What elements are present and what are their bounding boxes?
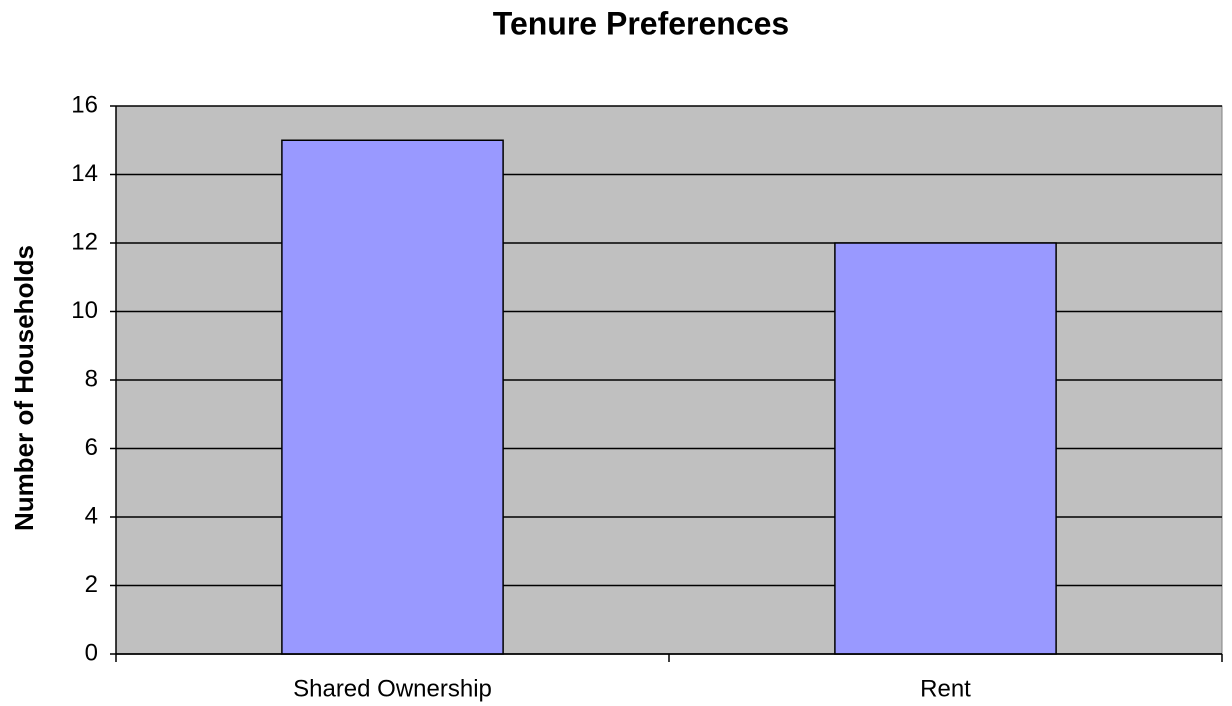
bar <box>834 242 1057 655</box>
chart-title: Tenure Preferences <box>493 5 789 41</box>
y-tick-label: 14 <box>71 160 98 187</box>
y-tick-label: 2 <box>85 571 98 598</box>
bar <box>281 139 504 655</box>
y-tick-label: 16 <box>71 91 98 118</box>
y-tick-label: 6 <box>85 434 98 461</box>
y-tick-label: 10 <box>71 297 98 324</box>
x-tick-label: Rent <box>920 675 971 702</box>
y-tick-label: 12 <box>71 228 98 255</box>
x-tick-label: Shared Ownership <box>293 675 492 702</box>
y-tick-label: 8 <box>85 365 98 392</box>
y-axis-label: Number of Households <box>9 245 39 531</box>
y-tick-label: 0 <box>85 639 98 666</box>
y-tick-label: 4 <box>85 502 98 529</box>
